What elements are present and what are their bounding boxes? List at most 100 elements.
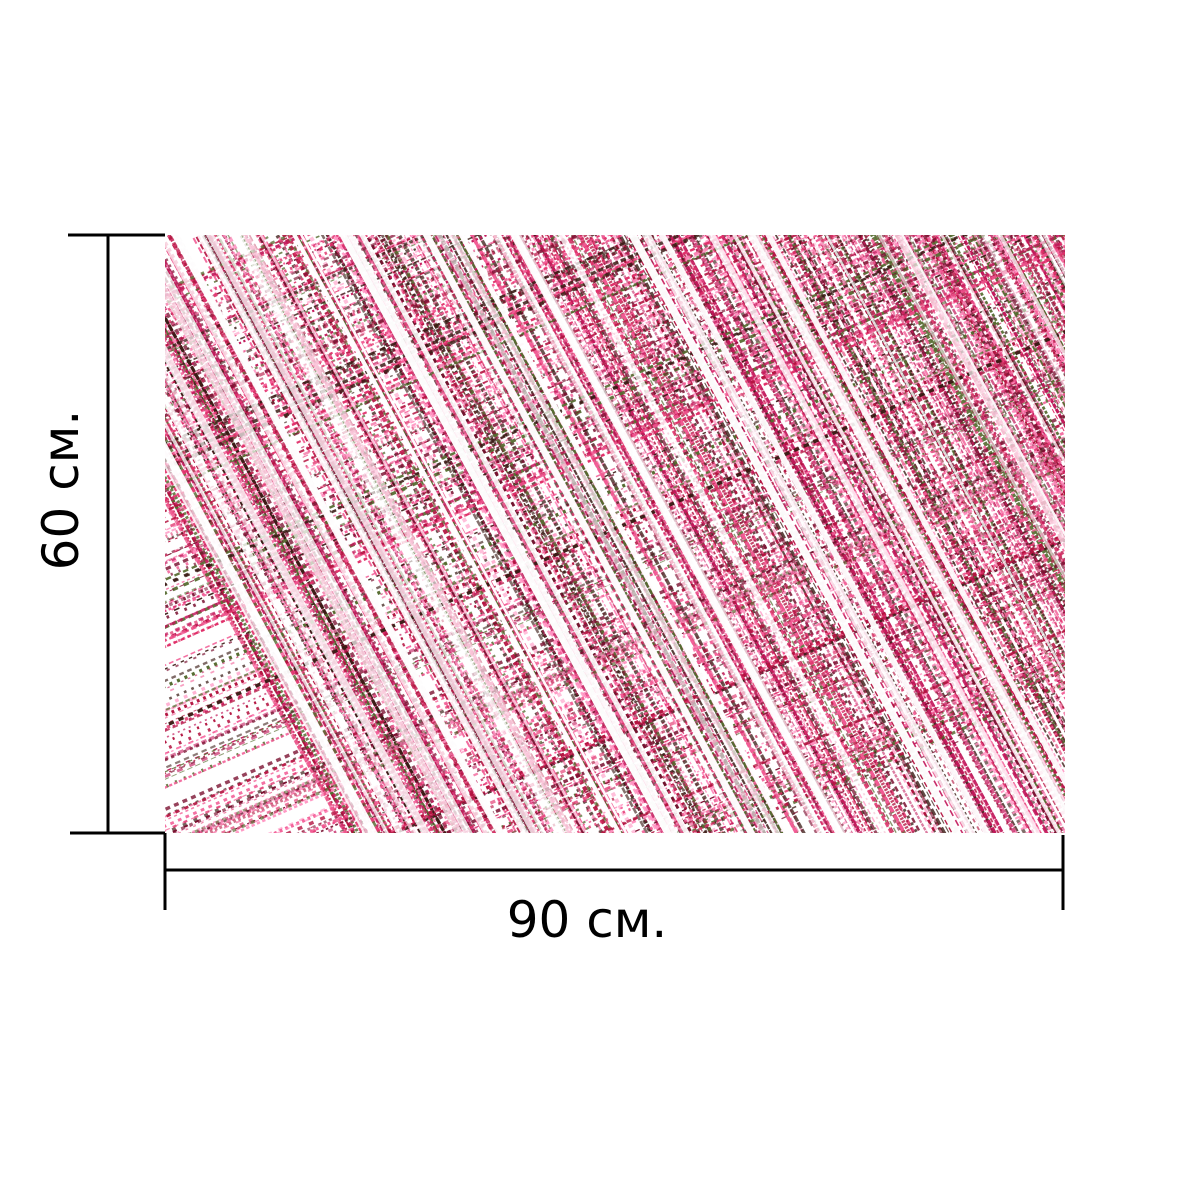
pattern-stroke [1051, 200, 1200, 900]
pattern-stroke [1006, 235, 1065, 343]
pattern-stroke [357, 235, 685, 833]
pattern-stroke [384, 235, 712, 833]
pattern-stroke [177, 444, 1065, 833]
pattern-stroke [442, 235, 769, 833]
pattern-stroke [165, 254, 480, 833]
pattern-stroke [165, 235, 919, 565]
pattern-stroke [809, 235, 1065, 707]
pattern-stroke [736, 235, 1064, 833]
pattern-stroke [165, 235, 1020, 609]
pattern-stroke [1063, 235, 1065, 238]
pattern-stroke [241, 235, 575, 833]
pattern-stroke [1053, 200, 1200, 900]
pattern-stroke [165, 384, 1065, 780]
pattern-stroke [165, 235, 673, 458]
pattern-stroke [409, 235, 737, 833]
pattern-stroke [165, 243, 1065, 641]
pattern-stroke [884, 235, 1065, 568]
pattern-stroke [568, 235, 895, 833]
pattern-stroke [165, 283, 464, 833]
pattern-stroke [403, 235, 730, 833]
pattern-stroke [957, 235, 1065, 434]
pattern-stroke [259, 235, 588, 833]
pattern-stroke [165, 235, 1031, 614]
pattern-stroke [165, 235, 435, 353]
pattern-stroke [165, 235, 431, 351]
pattern-stroke [995, 235, 1065, 364]
pattern-stroke [1063, 235, 1065, 239]
pattern-stroke [203, 456, 1065, 833]
pattern-stroke [708, 677, 1065, 833]
pattern-stroke [336, 235, 664, 833]
pattern-stroke [828, 235, 1065, 670]
pattern-stroke [165, 235, 901, 557]
pattern-stroke [165, 235, 860, 539]
pattern-stroke [359, 235, 690, 833]
pattern-stroke [651, 652, 1065, 833]
pattern-stroke [165, 235, 309, 298]
pattern-stroke [496, 235, 826, 833]
pattern-stroke [165, 235, 746, 489]
pattern-stroke [394, 539, 1065, 833]
pattern-stroke [788, 235, 1065, 744]
pattern-stroke [365, 235, 694, 833]
pattern-stroke [971, 235, 1065, 408]
pattern-stroke [1071, 200, 1200, 900]
pattern-stroke [165, 235, 978, 591]
pattern-stroke [165, 235, 850, 535]
pattern-stroke [1070, 200, 1200, 900]
pattern-stroke [165, 414, 393, 833]
pattern-stroke [165, 454, 371, 833]
pattern-stroke [510, 235, 844, 833]
pattern-stroke [582, 235, 912, 833]
pattern-stroke [165, 429, 385, 833]
pattern-stroke [165, 239, 1065, 637]
pattern-stroke [165, 235, 703, 471]
pattern-stroke [422, 235, 755, 833]
pattern-stroke [1059, 200, 1200, 900]
pattern-stroke [1098, 200, 1200, 900]
pattern-stroke [165, 338, 434, 833]
pattern-stroke [165, 430, 1065, 828]
pattern-stroke [566, 235, 893, 833]
pattern-stroke [287, 235, 614, 833]
pattern-stroke [165, 329, 1065, 725]
pattern-stroke [626, 235, 954, 833]
pattern-stroke [165, 344, 431, 833]
pattern-stroke [843, 235, 1065, 643]
pattern-stroke [668, 659, 1065, 833]
pattern-stroke [165, 334, 1065, 731]
pattern-stroke [1099, 200, 1200, 900]
pattern-stroke [686, 235, 1014, 833]
pattern-stroke [922, 235, 1065, 498]
pattern-stroke [196, 235, 529, 833]
pattern-stroke [997, 235, 1065, 359]
pattern-stroke [165, 421, 1065, 819]
pattern-stroke [923, 235, 1065, 497]
pattern-stroke [934, 235, 1065, 477]
pattern-stroke [628, 235, 962, 833]
pattern-stroke [165, 425, 1065, 822]
width-label: 90 см. [507, 891, 668, 949]
pattern-stroke [463, 569, 1065, 833]
pattern-stroke [165, 447, 375, 833]
pattern-stroke [646, 235, 976, 833]
pattern-stroke [1053, 200, 1200, 900]
pattern-stroke [235, 235, 566, 833]
pattern-stroke [165, 235, 813, 519]
pattern-stroke [217, 462, 1065, 833]
pattern-stroke [231, 235, 560, 833]
pattern-stroke [523, 235, 852, 833]
pattern-stroke [339, 235, 672, 833]
pattern-stroke [165, 235, 988, 595]
pattern-stroke [165, 485, 354, 833]
pattern-stroke [165, 420, 389, 833]
pattern-stroke [658, 235, 991, 833]
pattern-stroke [477, 235, 806, 833]
pattern-stroke [976, 235, 1065, 399]
pattern-stroke [458, 235, 790, 833]
pattern-stroke [299, 235, 628, 833]
pattern-stroke [165, 235, 744, 489]
